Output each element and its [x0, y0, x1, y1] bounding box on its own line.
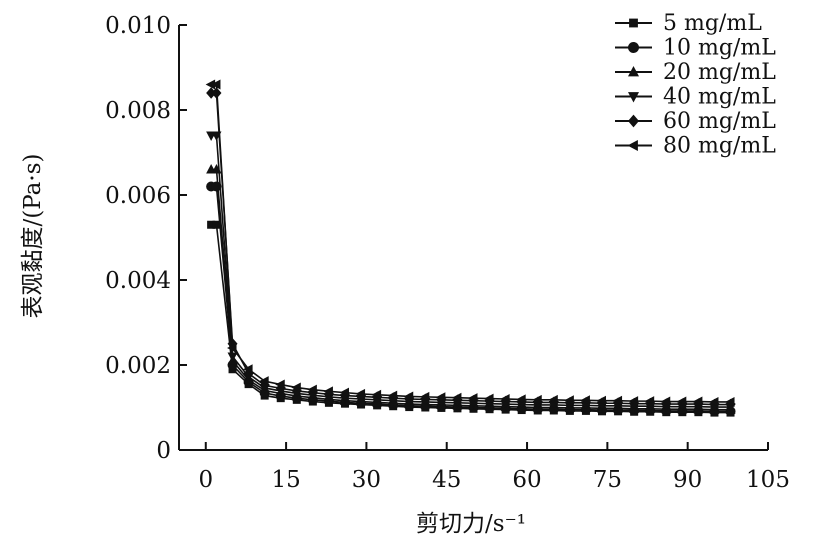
legend-label: 40 mg/mL	[663, 85, 776, 110]
axes	[178, 25, 768, 451]
legend-label: 5 mg/mL	[663, 11, 762, 36]
data-point	[339, 387, 349, 398]
series-5-mg-ml	[207, 220, 735, 417]
y-tick-label: 0.002	[105, 353, 171, 379]
data-point	[355, 388, 366, 399]
legend-marker	[628, 42, 639, 53]
legend-marker	[627, 140, 638, 151]
data-point	[259, 376, 269, 387]
legend-item: 10 mg/mL	[615, 36, 776, 61]
data-point	[207, 220, 216, 229]
data-point	[291, 382, 301, 393]
data-point	[205, 79, 216, 90]
series-line	[211, 134, 731, 408]
x-axis-label: 剪切力/s⁻¹	[416, 511, 526, 537]
series-40-mg-ml	[206, 131, 736, 413]
series-80-mg-ml	[205, 79, 735, 407]
data-point	[435, 392, 446, 403]
series-line	[211, 92, 731, 406]
y-axis-ticks: 0 0.002 0.004 0.006 0.008 0.010	[105, 13, 187, 464]
data-point	[676, 396, 687, 407]
series-10-mg-ml	[206, 181, 736, 417]
data-point	[403, 391, 414, 402]
series-line	[211, 185, 731, 413]
series-60-mg-ml	[206, 87, 736, 411]
y-tick-label: 0.006	[105, 183, 171, 209]
data-point	[484, 393, 494, 404]
x-tick-label: 90	[673, 467, 702, 493]
data-point	[708, 396, 719, 407]
x-tick-label: 45	[432, 467, 461, 493]
data-point	[275, 379, 285, 390]
data-point	[419, 391, 430, 402]
data-point	[323, 386, 333, 397]
legend-item: 40 mg/mL	[615, 85, 776, 110]
x-tick-label: 0	[198, 467, 213, 493]
y-axis-label: 表观黏度/(Pa·s)	[20, 154, 46, 319]
x-tick-label: 60	[512, 467, 541, 493]
legend-label: 80 mg/mL	[663, 134, 776, 159]
data-point	[644, 396, 655, 407]
data-point	[371, 389, 382, 400]
data-point	[692, 396, 703, 407]
data-point	[628, 396, 639, 407]
data-point	[243, 364, 253, 375]
series-line	[211, 83, 731, 403]
data-point	[451, 392, 462, 403]
legend-item: 80 mg/mL	[615, 134, 776, 159]
y-tick-label: 0.008	[105, 98, 171, 124]
data-point	[387, 390, 398, 401]
legend-marker	[628, 114, 639, 128]
x-tick-label: 75	[593, 467, 622, 493]
data-point	[227, 343, 237, 353]
legend-marker	[628, 92, 639, 103]
data-point	[500, 394, 510, 404]
legend-label: 60 mg/mL	[663, 109, 776, 134]
data-point	[660, 396, 671, 407]
data-point	[307, 384, 317, 395]
x-tick-label: 15	[271, 467, 300, 493]
legend-marker	[628, 65, 639, 77]
series-line	[211, 168, 731, 411]
x-tick-label: 105	[746, 467, 790, 493]
data-point	[212, 220, 221, 229]
y-tick-label: 0.004	[105, 268, 171, 294]
data-point	[210, 79, 221, 90]
data-point	[211, 181, 222, 192]
x-tick-label: 30	[352, 467, 381, 493]
data-point	[227, 352, 238, 362]
data-point	[596, 395, 607, 406]
data-point	[532, 394, 542, 405]
y-tick-label: 0.010	[105, 13, 171, 39]
legend-item: 20 mg/mL	[615, 60, 776, 85]
series-20-mg-ml	[206, 164, 736, 414]
data-point	[580, 395, 590, 406]
data-point	[564, 395, 574, 406]
data-point	[612, 395, 623, 406]
legend-item: 5 mg/mL	[615, 11, 762, 36]
legend-label: 10 mg/mL	[663, 36, 776, 61]
legend-item: 60 mg/mL	[615, 109, 776, 134]
y-tick-label: 0	[156, 438, 171, 464]
x-axis-ticks: 0 15 30 45 60 75 90 105	[198, 442, 790, 493]
legend-label: 20 mg/mL	[663, 60, 776, 85]
series-line	[211, 223, 731, 414]
data-point	[516, 394, 526, 405]
data-point	[468, 393, 478, 404]
data-point	[206, 87, 217, 99]
legend-marker	[629, 18, 638, 28]
data-point	[725, 396, 735, 407]
series-layer	[205, 79, 736, 417]
data-point	[548, 394, 558, 405]
